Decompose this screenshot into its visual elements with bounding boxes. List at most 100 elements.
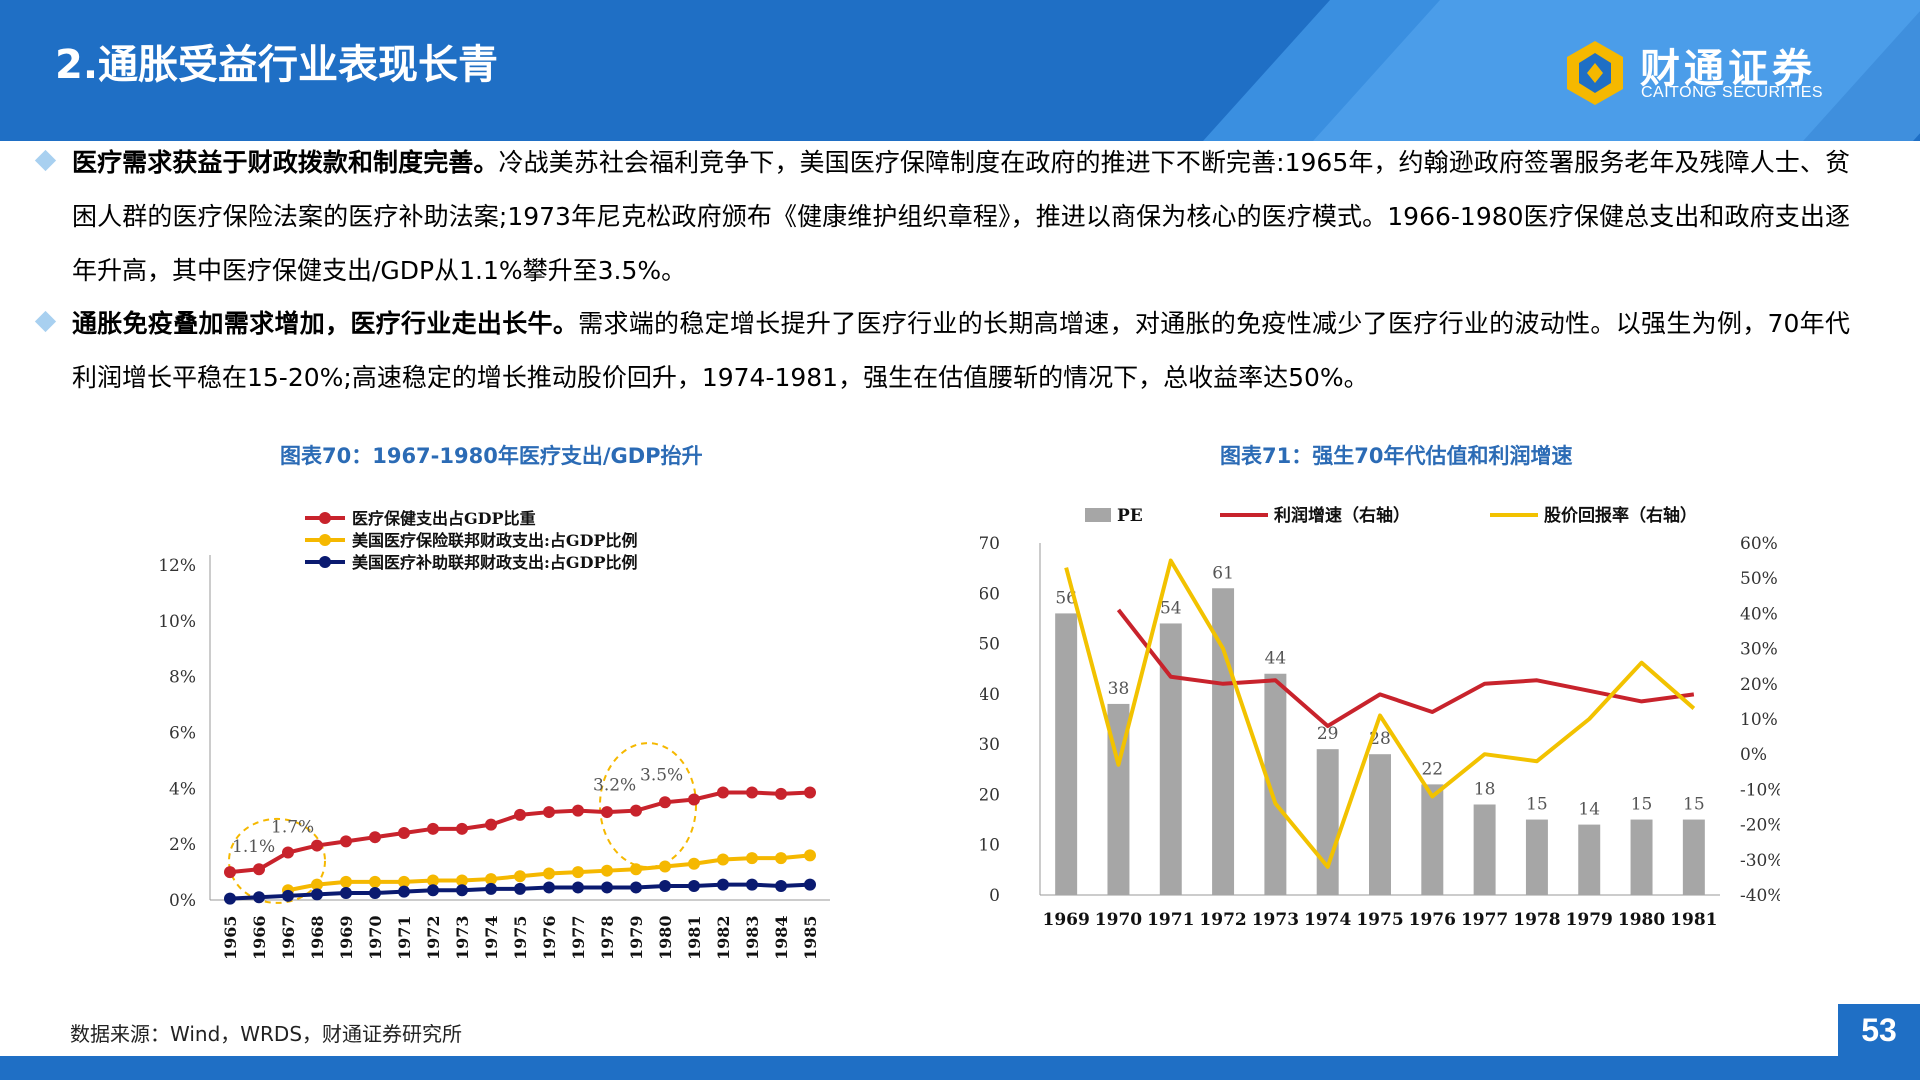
pe-bar — [1369, 754, 1391, 895]
data-point — [804, 786, 816, 799]
y-tick-label: 12% — [158, 556, 196, 576]
data-point — [398, 885, 410, 898]
y-tick-label: 0% — [169, 891, 196, 911]
chart-medical-spending-gdp: 0% 2% 4% 6% 8% 10% 12% 1965 1966 1967 1968 1969 1970… — [158, 509, 830, 960]
pe-bar-label: 15 — [1683, 795, 1705, 815]
data-point — [775, 880, 787, 893]
data-point — [659, 880, 671, 893]
data-point — [717, 786, 729, 799]
y-right-tick-label: 40% — [1740, 604, 1778, 624]
y-tick-label: 2% — [169, 835, 196, 855]
x-tick-label: 1979 — [1566, 910, 1613, 930]
x-tick-label: 1970 — [1095, 910, 1142, 930]
x-tick-label: 1983 — [743, 915, 762, 960]
y-left-tick-label: 40 — [980, 685, 1000, 705]
y-tick-label: 4% — [169, 779, 196, 799]
data-point — [601, 806, 613, 819]
pe-bar — [1473, 804, 1496, 895]
figure-71-title: 图表71：强生70年代估值和利润增速 — [1220, 444, 1573, 468]
data-point — [572, 866, 584, 879]
data-point — [746, 852, 758, 865]
data-point — [572, 881, 584, 894]
data-label: 3.2% — [593, 776, 636, 796]
data-point — [398, 827, 410, 839]
legend-label: PE — [1117, 506, 1143, 526]
legend-label: 股价回报率（右轴） — [1544, 505, 1697, 526]
data-point — [543, 806, 555, 819]
y-right-tick-label: 0% — [1740, 745, 1767, 765]
data-point — [311, 888, 323, 901]
pe-bar — [1525, 819, 1548, 895]
legend-label: 美国医疗补助联邦财政支出:占GDP比例 — [352, 553, 637, 572]
data-point — [427, 874, 439, 887]
data-point — [543, 881, 555, 894]
pe-bar — [1159, 623, 1182, 895]
x-tick-label: 1968 — [308, 915, 327, 960]
y-tick-label: 10% — [158, 612, 196, 632]
data-point — [282, 846, 294, 859]
data-point — [485, 882, 497, 895]
highlight-circle — [599, 742, 697, 869]
x-tick-label: 1967 — [279, 915, 298, 960]
data-point — [717, 853, 729, 866]
x-tick-label: 1981 — [685, 915, 704, 960]
paragraph-1-text: 冷战美苏社会福利竞争下，美国医疗保障制度在政府的推进下不断完善:1965年，约翰… — [72, 148, 1850, 285]
data-point — [253, 863, 265, 876]
data-point — [717, 878, 729, 891]
data-point — [746, 878, 758, 891]
y-right-tick-label: 50% — [1740, 569, 1778, 589]
page-number: 53 — [1838, 1004, 1920, 1056]
data-point — [688, 793, 700, 806]
y-right-tick-label: 60% — [1740, 534, 1778, 554]
data-point — [282, 889, 294, 902]
y-left-tick-label: 70 — [980, 534, 1000, 554]
pe-bar — [1316, 749, 1339, 895]
data-point — [427, 884, 439, 897]
logo-subtitle: CAITONG SECURITIES — [1641, 84, 1824, 101]
y-left-tick-label: 50 — [980, 635, 1000, 655]
pe-bar — [1682, 819, 1705, 895]
y-right-tick-label: -10% — [1740, 780, 1780, 800]
pe-bar-label: 44 — [1265, 649, 1287, 669]
y-right-tick-label: 10% — [1740, 710, 1778, 730]
x-tick-label: 1975 — [511, 915, 530, 960]
paragraph-2-text: 需求端的稳定增长提升了医疗行业的长期高增速，对通胀的免疫性减少了医疗行业的波动性… — [72, 309, 1850, 392]
data-point — [514, 870, 526, 883]
logo-name: 财通证券 — [1640, 46, 1816, 92]
diamond-bullet-icon — [34, 310, 57, 333]
y-tick-label: 6% — [169, 724, 196, 744]
chart-jnj-pe-profit: 0 10 20 30 40 50 60 70 -40% -30% -20% -10% 0% 10% 20% 3… — [980, 505, 1780, 930]
pe-bar — [1421, 784, 1444, 895]
pe-bar — [1264, 673, 1287, 895]
legend-marker — [319, 534, 331, 546]
data-point — [514, 882, 526, 895]
x-tick-label: 1978 — [598, 915, 617, 960]
page-title: 2.通胀受益行业表现长青 — [55, 42, 499, 88]
x-tick-label: 1975 — [1356, 910, 1403, 930]
x-tick-label: 1965 — [221, 915, 240, 960]
x-tick-label: 1969 — [337, 915, 356, 960]
data-point — [253, 891, 265, 904]
data-point — [369, 831, 381, 844]
x-tick-label: 1971 — [1147, 910, 1194, 930]
data-point — [601, 881, 613, 894]
data-label: 1.1% — [232, 837, 275, 857]
data-point — [775, 787, 787, 800]
data-point — [340, 875, 352, 888]
data-point — [369, 875, 381, 888]
x-tick-label: 1979 — [627, 915, 646, 960]
pe-bar-label: 15 — [1631, 795, 1653, 815]
legend-marker — [319, 512, 331, 524]
logo-emblem-icon — [1567, 41, 1623, 105]
paragraph-2-lead: 通胀免疫叠加需求增加，医疗行业走出长牛。 — [72, 309, 579, 338]
pe-bar — [1630, 819, 1653, 895]
x-tick-label: 1969 — [1042, 910, 1089, 930]
data-point — [456, 874, 468, 887]
series-line-2 — [1064, 558, 1696, 869]
data-point — [340, 835, 352, 848]
pe-bar — [1578, 824, 1601, 895]
legend-marker — [319, 556, 331, 568]
pe-bar — [1055, 613, 1078, 895]
data-point — [456, 884, 468, 897]
y-left-tick-label: 60 — [980, 584, 1000, 604]
